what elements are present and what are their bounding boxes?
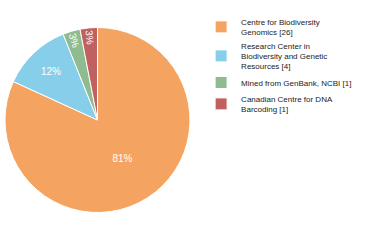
svg-text:Mined from GenBank, NCBI [1]: Mined from GenBank, NCBI [1]	[241, 79, 351, 88]
svg-text:3%: 3%	[67, 32, 82, 49]
svg-text:Canadian Centre for DNABarcodi: Canadian Centre for DNABarcoding [1]	[241, 95, 333, 114]
svg-text:Research Center inBiodiversity: Research Center inBiodiversity and Genet…	[241, 42, 327, 72]
svg-text:81%: 81%	[112, 153, 132, 164]
svg-text:3%: 3%	[83, 30, 95, 46]
svg-text:Centre for BiodiversityGenomic: Centre for BiodiversityGenomics [26]	[241, 18, 320, 37]
svg-text:12%: 12%	[41, 66, 61, 77]
